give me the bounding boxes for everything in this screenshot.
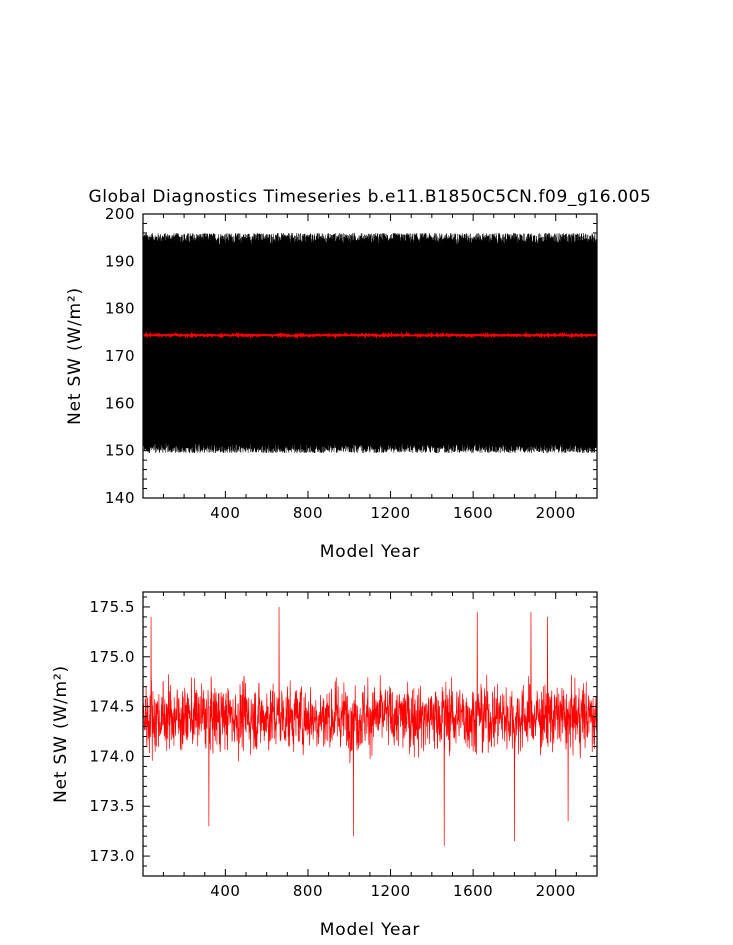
y-tick-label: 174.5 xyxy=(90,698,135,716)
y-tick-label: 174.0 xyxy=(90,747,135,765)
x-tick-label: 1600 xyxy=(453,504,493,522)
y-tick-label: 173.5 xyxy=(90,797,135,815)
top-ticks: 400 800 1200 1600 2000 140 150 160 170 180 190 200 xyxy=(105,205,598,522)
top-x-axis-label: Model Year xyxy=(320,542,420,562)
x-tick-label: 400 xyxy=(210,882,240,900)
top-plot-area xyxy=(142,232,598,454)
x-tick-label: 1600 xyxy=(453,882,493,900)
bottom-plot-area xyxy=(142,606,598,847)
series-annual-line xyxy=(142,331,598,340)
y-tick-label: 160 xyxy=(105,394,135,412)
y-tick-label: 200 xyxy=(105,205,135,223)
x-tick-label: 2000 xyxy=(536,882,576,900)
x-tick-label: 800 xyxy=(293,504,323,522)
bottom-panel: 400 800 1200 1600 2000 173.0 173.5 174.0 174.5 17… xyxy=(51,591,598,940)
y-tick-label: 175.0 xyxy=(90,648,135,666)
top-panel: 400 800 1200 1600 2000140150160170180190200 … xyxy=(65,205,598,562)
bottom-y-axis-label: Net SW (W/m²) xyxy=(51,665,71,803)
x-tick-label: 2000 xyxy=(536,504,576,522)
x-tick-label: 1200 xyxy=(370,504,410,522)
y-tick-label: 180 xyxy=(105,300,135,318)
y-tick-label: 150 xyxy=(105,442,135,460)
bottom-ticks: 400 800 1200 1600 2000 173.0 173.5 174.0 174.5 17… xyxy=(90,592,598,900)
y-tick-label: 170 xyxy=(105,347,135,365)
y-tick-label: 190 xyxy=(105,252,135,270)
y-tick-label: 140 xyxy=(105,489,135,507)
series-monthly-line xyxy=(142,232,598,454)
x-tick-label: 800 xyxy=(293,882,323,900)
series-annual-line xyxy=(142,606,598,847)
y-tick-label: 175.5 xyxy=(90,598,135,616)
bottom-x-axis-label: Model Year xyxy=(320,920,420,940)
chart-title: Global Diagnostics Timeseries b.e11.B185… xyxy=(89,187,652,207)
y-tick-label: 173.0 xyxy=(90,847,135,865)
top-y-axis-label: Net SW (W/m²) xyxy=(65,287,85,425)
x-tick-label: 1200 xyxy=(370,882,410,900)
x-tick-label: 400 xyxy=(210,504,240,522)
